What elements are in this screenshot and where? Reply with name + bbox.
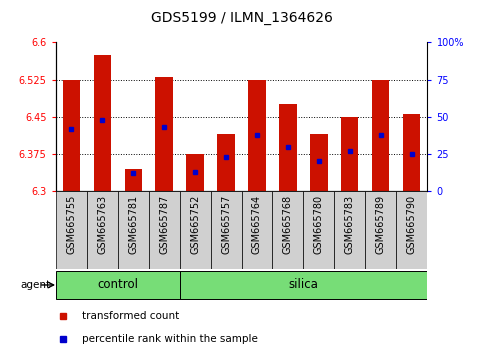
Bar [180,270,427,299]
Text: GSM665783: GSM665783 [345,195,355,254]
Bar [311,134,327,191]
Bar [94,55,111,191]
Bar [117,191,149,269]
Bar [56,191,86,269]
Bar [156,77,172,191]
Bar [403,114,421,191]
Text: GSM665790: GSM665790 [407,195,417,254]
Bar [86,191,117,269]
Bar [186,154,203,191]
Text: GSM665780: GSM665780 [314,195,324,254]
Bar [125,169,142,191]
Text: percentile rank within the sample: percentile rank within the sample [82,334,257,344]
Bar [341,117,358,191]
Bar [56,270,180,299]
Text: transformed count: transformed count [82,311,179,321]
Bar [62,80,80,191]
Text: GSM665787: GSM665787 [159,195,169,254]
Bar [211,191,242,269]
Bar [366,191,397,269]
Bar [280,104,297,191]
Bar [248,80,266,191]
Text: GSM665781: GSM665781 [128,195,138,254]
Bar [180,191,211,269]
Bar [372,80,389,191]
Bar [242,191,272,269]
Text: GDS5199 / ILMN_1364626: GDS5199 / ILMN_1364626 [151,11,332,25]
Text: agent: agent [21,280,51,290]
Bar [397,191,427,269]
Text: GSM665755: GSM665755 [66,195,76,255]
Text: silica: silica [288,279,318,291]
Text: GSM665763: GSM665763 [97,195,107,254]
Bar [272,191,303,269]
Bar [149,191,180,269]
Text: GSM665757: GSM665757 [221,195,231,255]
Text: GSM665768: GSM665768 [283,195,293,254]
Bar [334,191,366,269]
Text: GSM665789: GSM665789 [376,195,386,254]
Bar [303,191,334,269]
Text: GSM665764: GSM665764 [252,195,262,254]
Text: control: control [97,279,138,291]
Text: GSM665752: GSM665752 [190,195,200,255]
Bar [217,134,235,191]
